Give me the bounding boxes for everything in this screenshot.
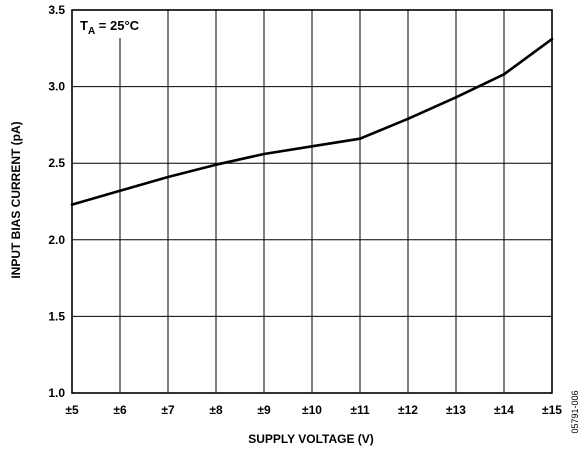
x-tick-label: ±10 [302, 403, 322, 417]
y-axis-title: INPUT BIAS CURRENT (pA) [9, 121, 23, 278]
y-tick-label: 1.5 [48, 309, 65, 323]
data-point [118, 189, 122, 193]
data-point [166, 175, 170, 179]
y-tick-label: 3.0 [48, 80, 65, 94]
y-tick-label: 1.0 [48, 386, 65, 400]
y-tick-labels: 1.0 1.5 2.0 2.5 3.0 3.5 [48, 3, 65, 400]
y-tick-label: 2.5 [48, 156, 65, 170]
x-tick-label: ±14 [494, 403, 514, 417]
series-layer [70, 37, 554, 206]
x-tick-label: ±9 [257, 403, 271, 417]
x-axis-title: SUPPLY VOLTAGE (V) [248, 432, 374, 446]
grid-lines [71, 9, 553, 394]
x-tick-label: ±8 [209, 403, 223, 417]
data-point [502, 73, 506, 76]
figure-id: 05791-006 [570, 390, 580, 433]
temperature-annotation: TA = 25°C [80, 18, 140, 37]
data-point [454, 96, 458, 99]
data-point [262, 152, 266, 156]
data-point [310, 145, 314, 148]
data-point [70, 203, 74, 206]
x-tick-label: ±6 [113, 403, 127, 417]
data-point [550, 37, 554, 41]
data-point [358, 137, 362, 140]
x-tick-label: ±5 [65, 403, 79, 417]
y-tick-label: 3.5 [48, 3, 65, 17]
annotation-box [73, 11, 155, 38]
y-tick-label: 2.0 [48, 233, 65, 247]
x-tick-label: ±12 [398, 403, 418, 417]
plot-frame [71, 9, 553, 394]
x-tick-label: ±15 [542, 403, 562, 417]
x-tick-label: ±7 [161, 403, 175, 417]
data-point [214, 163, 218, 167]
x-tick-labels: ±5 ±6 ±7 ±8 ±9 ±10 ±11 ±12 ±13 ±14 ±15 [65, 403, 562, 417]
data-point [406, 117, 410, 121]
x-tick-label: ±11 [350, 403, 370, 417]
x-tick-label: ±13 [446, 403, 466, 417]
